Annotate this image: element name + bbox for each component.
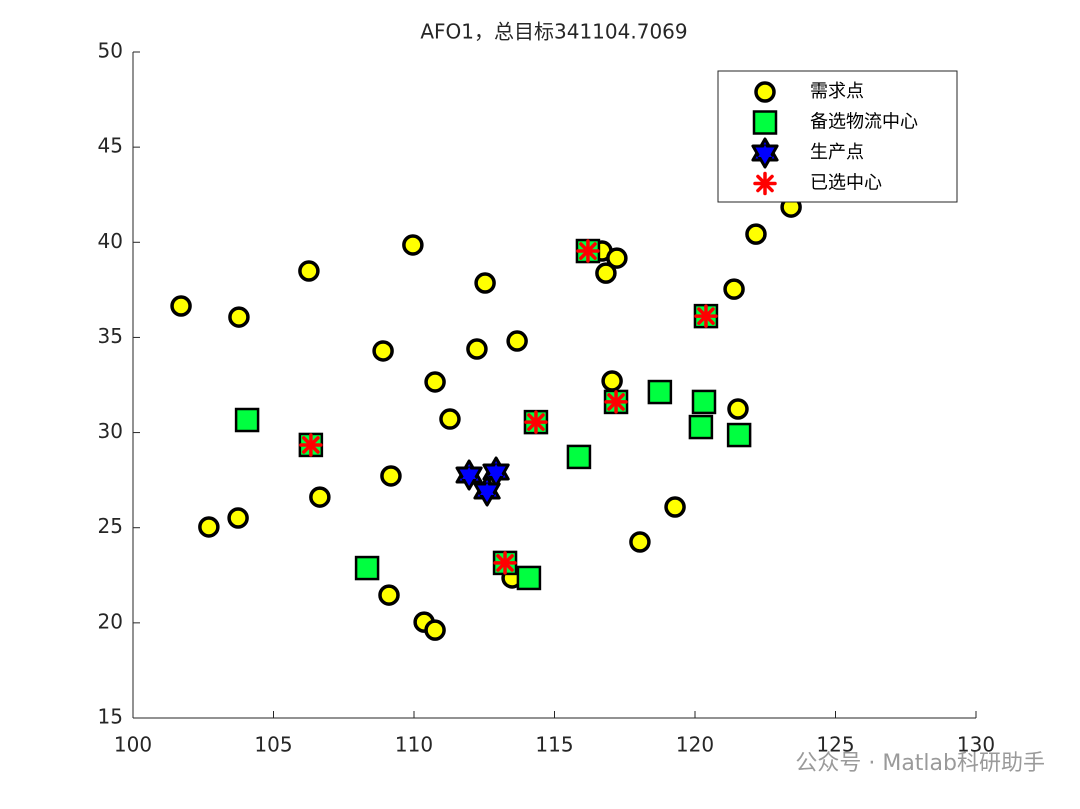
demand-point bbox=[309, 486, 331, 508]
candidate-center bbox=[354, 555, 380, 581]
candidate-center bbox=[234, 407, 260, 433]
y-tick-label: 15 bbox=[98, 705, 123, 729]
asterisk-stroke bbox=[579, 242, 597, 260]
x-tick-label: 105 bbox=[254, 733, 292, 757]
hexagram-core bbox=[758, 149, 772, 161]
demand-point bbox=[727, 398, 749, 420]
selected-center bbox=[493, 551, 517, 575]
demand-point bbox=[378, 584, 400, 606]
hexagram-core bbox=[480, 487, 494, 499]
demand-point bbox=[606, 247, 628, 269]
demand-point bbox=[601, 370, 623, 392]
y-tick-label: 30 bbox=[98, 419, 123, 443]
demand-point bbox=[170, 295, 192, 317]
legend-marker bbox=[753, 171, 777, 196]
x-tick-label: 100 bbox=[114, 733, 152, 757]
asterisk-stroke bbox=[607, 393, 625, 411]
y-tick-label: 25 bbox=[98, 514, 123, 538]
selected-center bbox=[299, 433, 323, 457]
demand-point bbox=[227, 507, 249, 529]
demand-point bbox=[228, 306, 250, 328]
legend-marker bbox=[752, 110, 778, 135]
legend-label: 已选中心 bbox=[810, 173, 882, 194]
demand-point bbox=[664, 496, 686, 518]
candidate-center bbox=[516, 565, 542, 591]
demand-point bbox=[298, 260, 320, 282]
demand-point bbox=[506, 330, 528, 352]
legend-marker bbox=[751, 137, 779, 169]
watermark: 公众号 · Matlab科研助手 bbox=[795, 751, 1045, 776]
selected-center bbox=[576, 239, 600, 263]
demand-point bbox=[595, 262, 617, 284]
candidate-center bbox=[688, 414, 714, 440]
asterisk-stroke bbox=[527, 413, 545, 431]
demand-point bbox=[372, 340, 394, 362]
demand-point bbox=[474, 272, 496, 294]
selected-center bbox=[694, 304, 718, 328]
hexagram-core bbox=[489, 468, 503, 480]
demand-point bbox=[439, 408, 461, 430]
asterisk-stroke bbox=[302, 436, 320, 454]
selected-center bbox=[524, 410, 548, 434]
candidate-center bbox=[647, 379, 673, 405]
y-tick-label: 40 bbox=[98, 229, 123, 253]
asterisk-stroke bbox=[756, 174, 774, 193]
demand-point bbox=[402, 234, 424, 256]
demand-point bbox=[723, 278, 745, 300]
demand-point bbox=[198, 516, 220, 538]
production-point bbox=[473, 475, 501, 507]
chart-title: AFO1，总目标341104.7069 bbox=[420, 20, 687, 44]
legend-marker bbox=[754, 81, 776, 103]
y-tick-label: 20 bbox=[98, 609, 123, 633]
y-tick-label: 45 bbox=[98, 134, 123, 158]
y-tick-label: 50 bbox=[98, 39, 123, 63]
x-tick-label: 130 bbox=[957, 733, 995, 757]
selected-center bbox=[604, 390, 628, 414]
hexagram-core bbox=[462, 471, 476, 483]
legend-label: 需求点 bbox=[810, 81, 864, 102]
demand-point bbox=[424, 371, 446, 393]
x-tick-label: 125 bbox=[816, 733, 854, 757]
y-tick-label: 35 bbox=[98, 324, 123, 348]
candidate-center bbox=[726, 422, 752, 448]
x-tick-label: 115 bbox=[535, 733, 573, 757]
legend-label: 备选物流中心 bbox=[810, 112, 918, 133]
demand-point bbox=[466, 338, 488, 360]
demand-point bbox=[629, 531, 651, 553]
asterisk-stroke bbox=[496, 554, 514, 572]
x-tick-label: 110 bbox=[395, 733, 433, 757]
x-tick-label: 120 bbox=[676, 733, 714, 757]
asterisk-stroke bbox=[697, 307, 715, 325]
legend-label: 生产点 bbox=[810, 142, 864, 163]
candidate-center bbox=[691, 389, 717, 415]
candidate-center bbox=[566, 444, 592, 470]
demand-point bbox=[745, 223, 767, 245]
demand-point bbox=[424, 619, 446, 641]
production-point bbox=[455, 459, 483, 491]
production-point bbox=[482, 456, 510, 488]
demand-point bbox=[380, 465, 402, 487]
